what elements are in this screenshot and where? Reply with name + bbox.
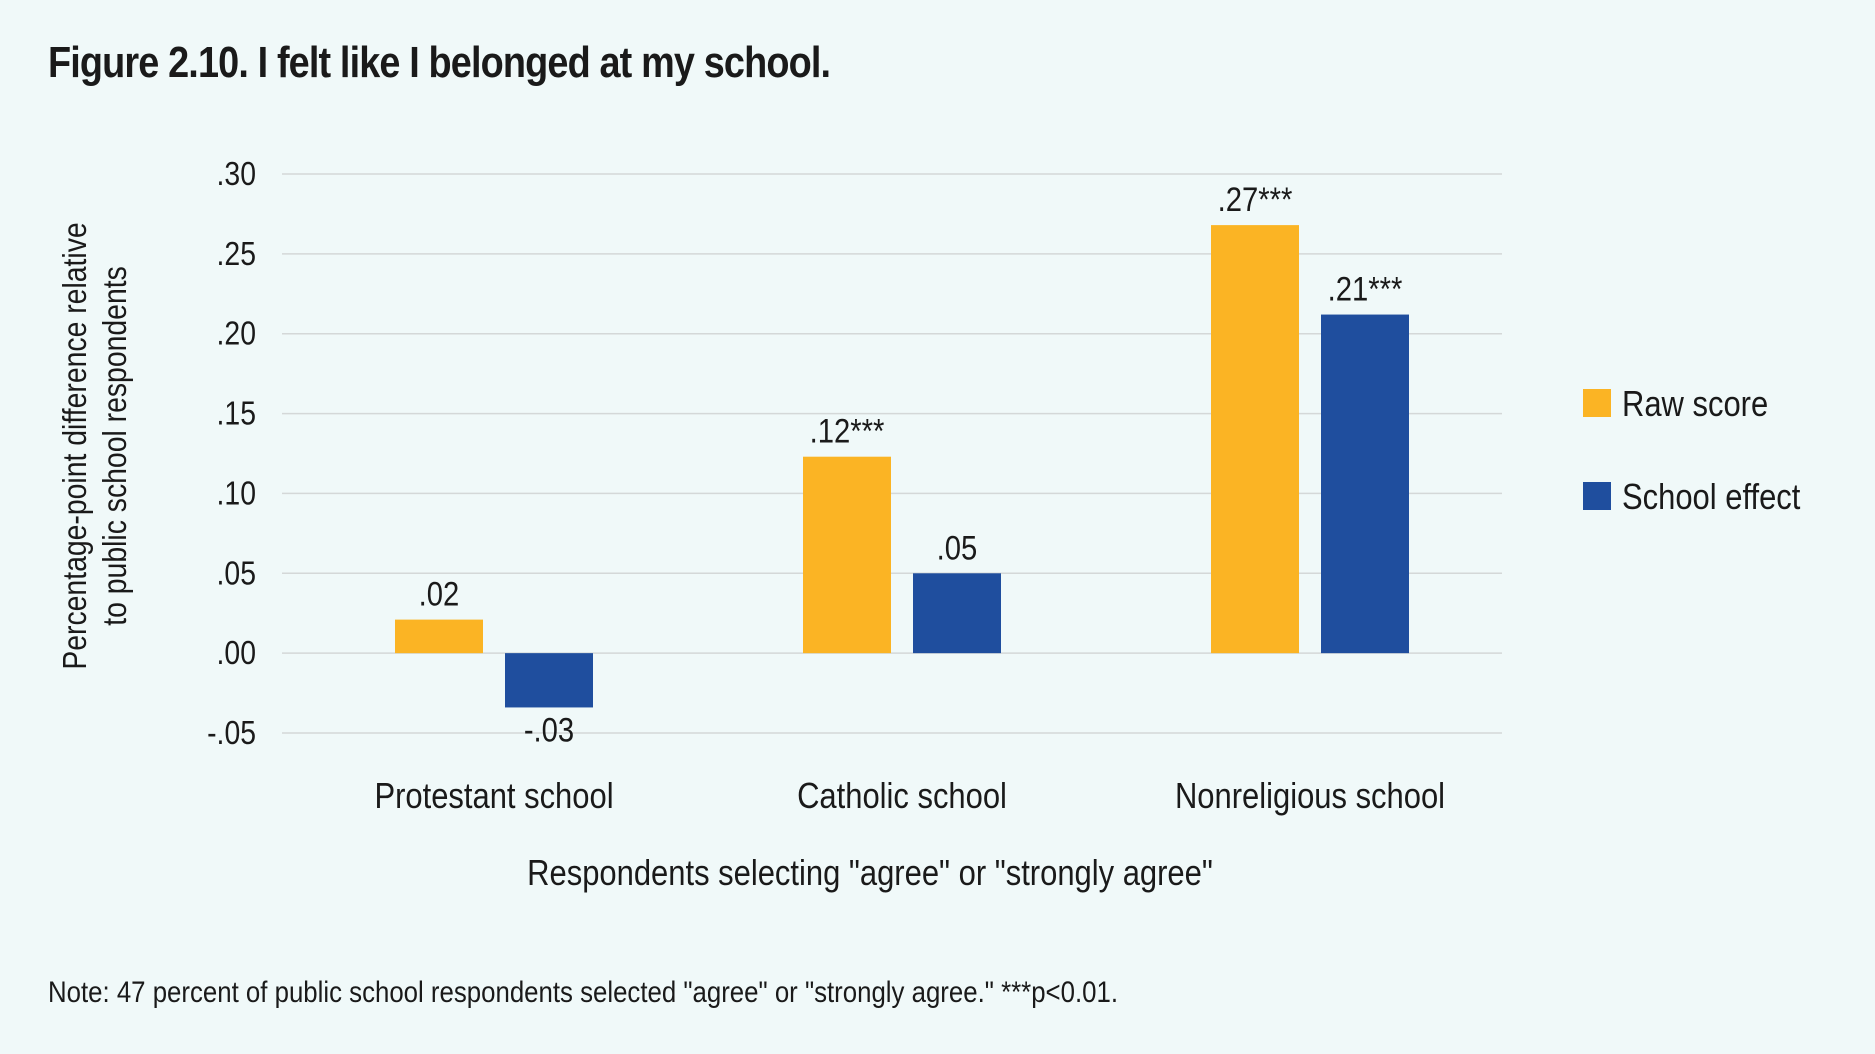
y-axis-title-line1: Percentage-point difference relative — [56, 222, 94, 669]
data-label: -.03 — [524, 710, 574, 749]
bar-school-effect — [1321, 314, 1409, 654]
y-tick-label: .05 — [217, 554, 256, 592]
y-axis-ticks: -.05 .00 .05 .10 .15 .20 .25 .30 — [207, 155, 256, 752]
bar-school-effect — [913, 573, 1001, 654]
y-tick-label: .15 — [217, 395, 256, 433]
legend-label: Raw score — [1622, 385, 1768, 425]
legend-swatch — [1583, 389, 1611, 417]
legend: Raw score School effect — [1583, 385, 1801, 518]
bar-raw-score — [1211, 225, 1299, 654]
legend-label: School effect — [1622, 478, 1801, 518]
footnote: Note: 47 percent of public school respon… — [48, 976, 1119, 1009]
y-tick-label: -.05 — [207, 714, 256, 752]
x-category-label: Catholic school — [797, 777, 1007, 817]
bar-raw-score — [395, 619, 483, 654]
legend-swatch — [1583, 482, 1611, 510]
y-tick-label: .10 — [217, 474, 256, 512]
x-axis-title: Respondents selecting "agree" or "strong… — [527, 854, 1213, 894]
bar-school-effect — [505, 653, 593, 708]
x-category-label: Protestant school — [374, 777, 613, 817]
y-tick-label: .20 — [217, 315, 256, 353]
bar-raw-score — [803, 456, 891, 654]
data-label: .21*** — [1328, 269, 1403, 308]
y-tick-label: .25 — [217, 235, 256, 273]
y-tick-label: .30 — [217, 155, 256, 193]
axis-titles: Respondents selecting "agree" or "strong… — [56, 222, 1213, 893]
data-labels: .02 -.03 .12*** .05 .27*** .21*** — [419, 180, 1403, 749]
x-category-label: Nonreligious school — [1175, 777, 1445, 817]
y-axis-title-line2: to public school respondents — [96, 266, 134, 626]
data-label: .12*** — [810, 412, 885, 451]
data-label: .27*** — [1218, 180, 1293, 219]
data-label: .02 — [419, 575, 460, 614]
chart-title: Figure 2.10. I felt like I belonged at m… — [48, 38, 831, 87]
y-tick-label: .00 — [217, 634, 256, 672]
x-axis-categories: Protestant school Catholic school Nonrelig… — [374, 777, 1445, 817]
bars — [395, 225, 1409, 708]
data-label: .05 — [937, 528, 978, 567]
